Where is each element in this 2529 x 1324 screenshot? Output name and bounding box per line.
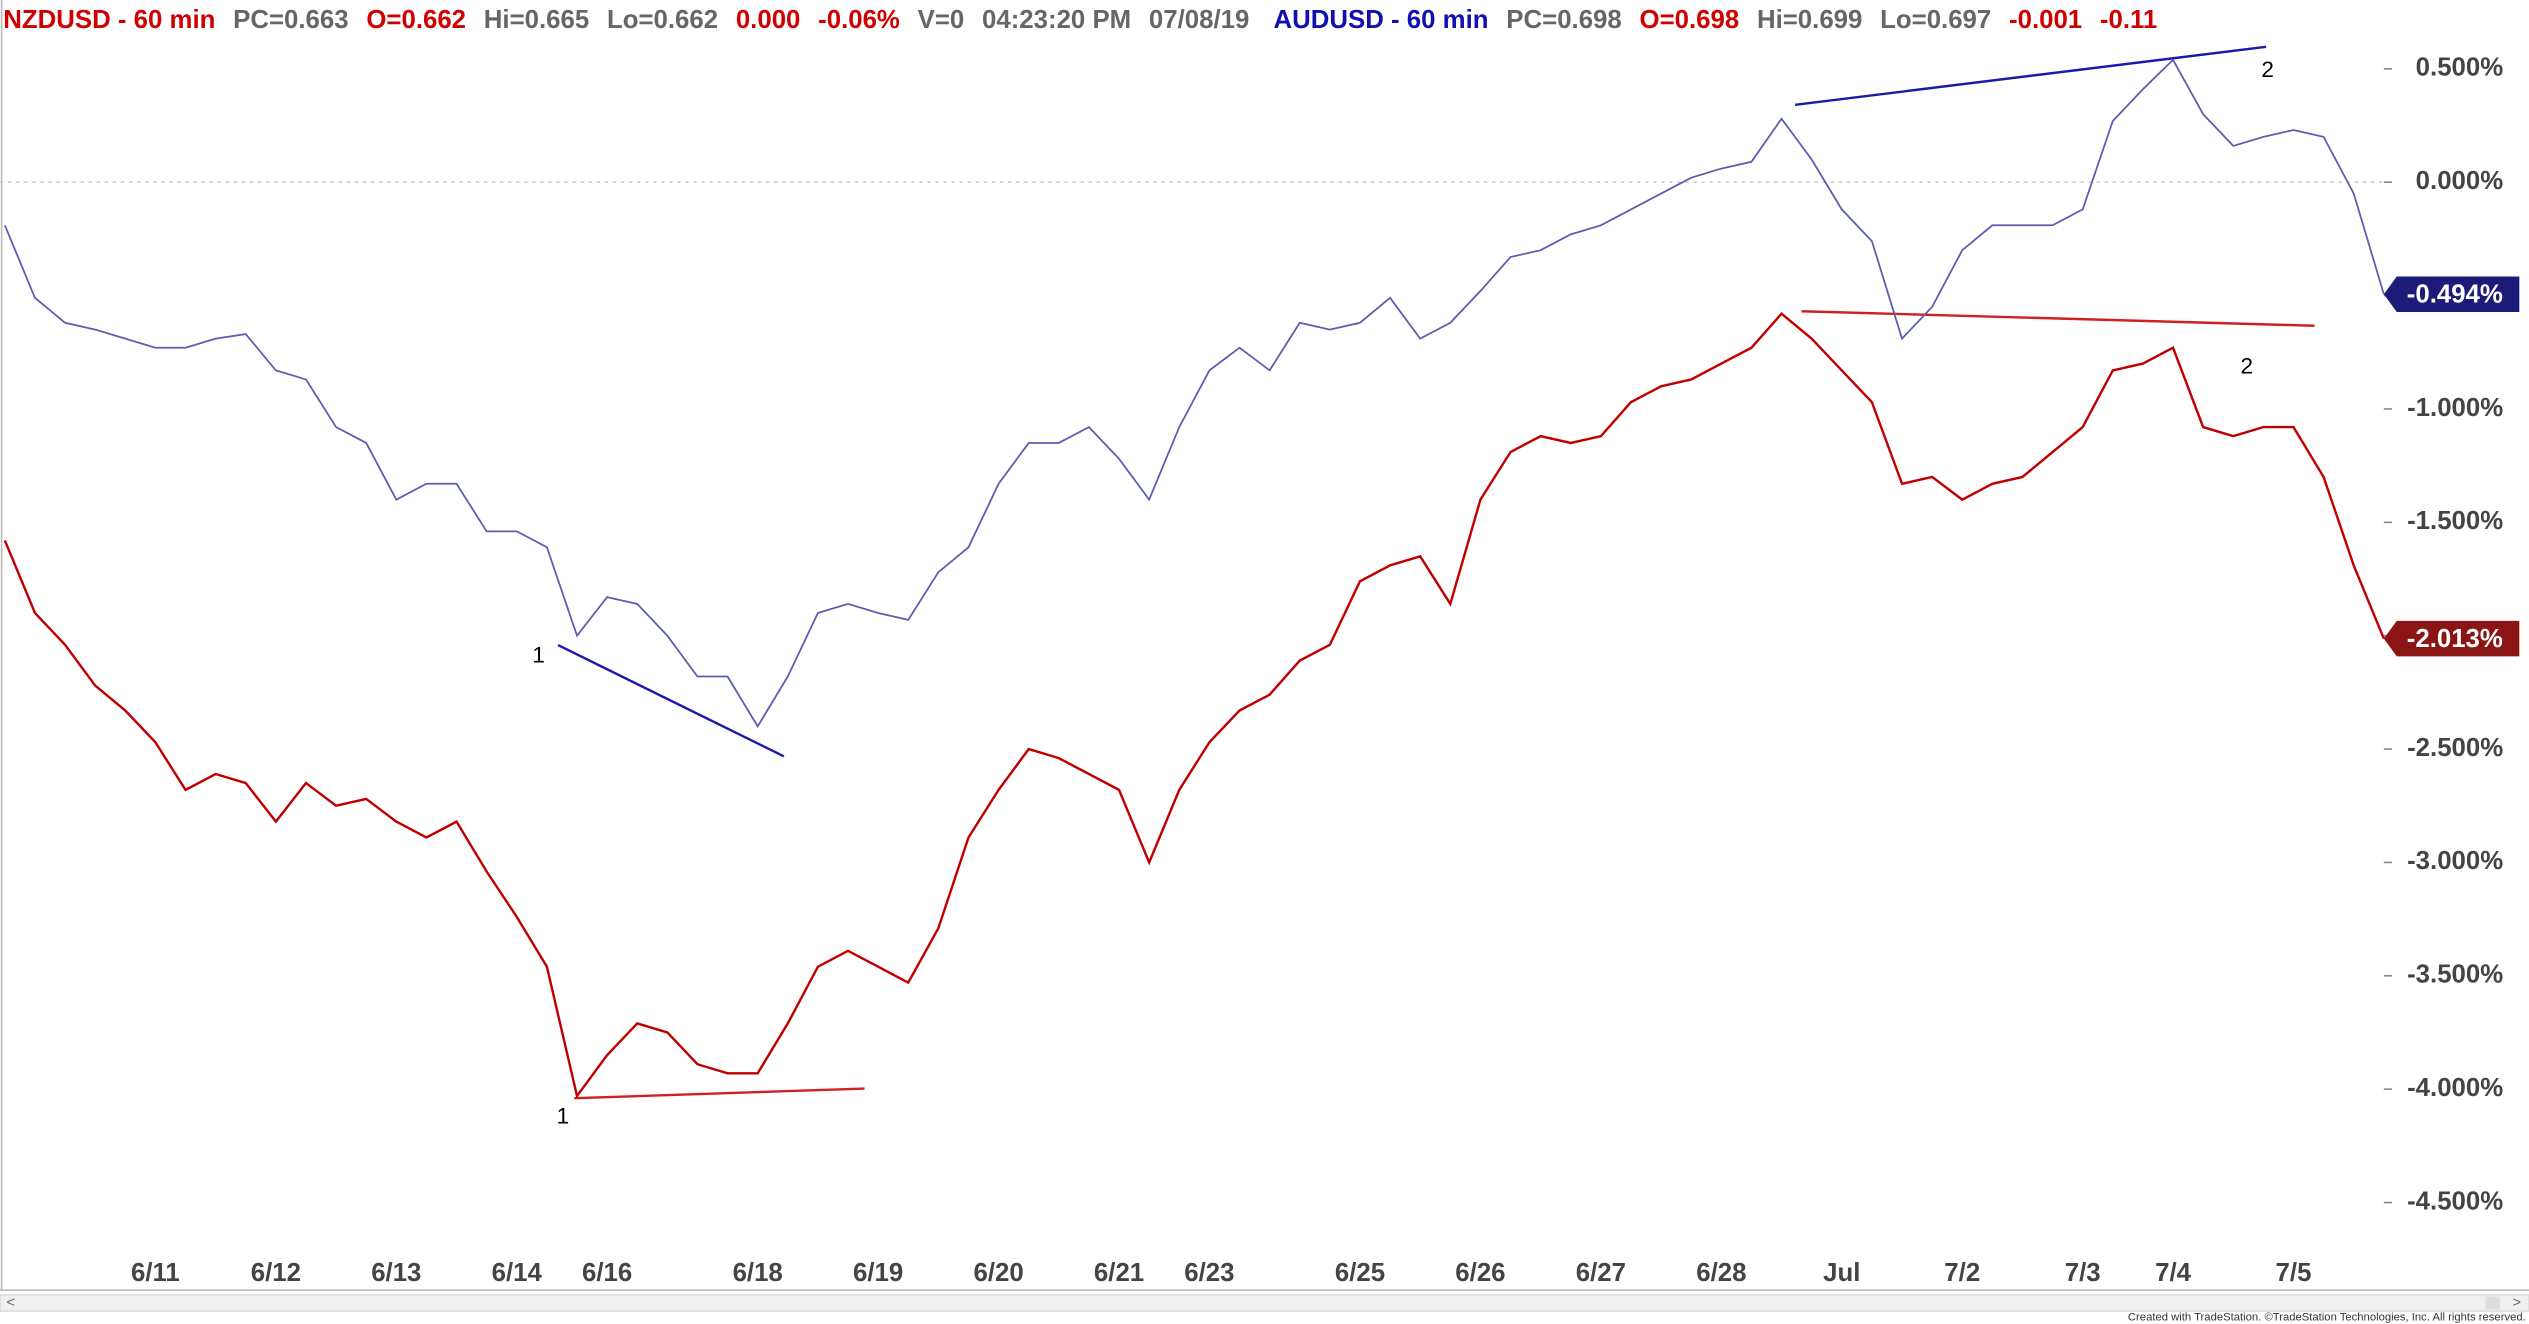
x-tick-label: 6/19: [853, 1259, 903, 1287]
trendline: [1794, 45, 2267, 107]
header: NZDUSD - 60 min PC=0.663 O=0.662 Hi=0.665 Lo…: [3, 6, 2157, 34]
scrollbar[interactable]: [0, 1294, 2529, 1312]
x-tick-label: 6/18: [733, 1259, 783, 1287]
annotation: 1: [532, 642, 545, 667]
x-tick-label: 6/12: [251, 1259, 301, 1287]
last-value-box: [2383, 620, 2520, 657]
header-symbol: NZDUSD - 60 min: [3, 6, 215, 34]
header-stat: 0.000: [736, 6, 801, 34]
x-tick-label: 6/11: [131, 1259, 180, 1287]
header-stat: -0.06%: [818, 6, 900, 34]
x-tick-label: 6/28: [1696, 1259, 1746, 1287]
header-stat: Lo=0.697: [1880, 6, 1991, 34]
last-value-label: -0.494%: [2407, 281, 2503, 309]
y-tick-label: -1.000%: [2407, 394, 2503, 422]
x-tick-label: 6/27: [1576, 1259, 1626, 1287]
last-value-box: [2383, 276, 2520, 312]
header-stat: 07/08/19: [1149, 6, 1249, 34]
y-tick-label: -4.000%: [2407, 1074, 2503, 1102]
x-tick-label: 7/3: [2065, 1259, 2101, 1287]
y-tick-label: -3.000%: [2407, 847, 2503, 875]
x-tick-label: 6/14: [492, 1259, 543, 1287]
annotation: 2: [2240, 354, 2253, 379]
x-tick-label: 6/23: [1184, 1259, 1234, 1287]
x-tick-label: 7/2: [1944, 1259, 1980, 1287]
header-stat: 04:23:20 PM: [982, 6, 1131, 34]
x-tick-label: 7/4: [2155, 1259, 2192, 1287]
header-stat: O=0.698: [1640, 6, 1740, 34]
scroll-right[interactable]: >: [2512, 1295, 2520, 1311]
x-tick-label: 6/21: [1094, 1259, 1144, 1287]
header-stat: PC=0.663: [233, 6, 348, 34]
y-tick-label: -2.500%: [2407, 734, 2503, 762]
header-stat: -0.11: [2100, 6, 2157, 34]
trendline: [1801, 310, 2315, 327]
header-stat: O=0.662: [366, 6, 466, 34]
x-tick-label: 6/13: [371, 1259, 421, 1287]
trendline: [574, 1087, 865, 1100]
header-stat: -0.001: [2009, 6, 2082, 34]
header-symbol: AUDUSD - 60 min: [1274, 6, 1489, 34]
y-tick-label: 0.500%: [2416, 54, 2504, 82]
x-tick-label: Jul: [1823, 1259, 1860, 1287]
header-stat: Lo=0.662: [607, 6, 718, 34]
x-tick-label: 6/25: [1335, 1259, 1385, 1287]
x-tick-label: 7/5: [2276, 1259, 2312, 1287]
header-stat: PC=0.698: [1506, 6, 1621, 34]
header-stat: V=0: [918, 6, 965, 34]
y-tick-label: -3.500%: [2407, 961, 2503, 989]
trendline: [557, 643, 785, 758]
header-stat: Hi=0.665: [484, 6, 589, 34]
x-tick-label: 6/20: [973, 1259, 1023, 1287]
header-stat: Hi=0.699: [1757, 6, 1862, 34]
footer: Created with TradeStation. ©TradeStation…: [2128, 1312, 2526, 1324]
y-tick-label: -4.500%: [2407, 1187, 2503, 1215]
annotation: 2: [2261, 57, 2274, 82]
scroll-thumb[interactable]: [2485, 1296, 2500, 1310]
last-value-label: -2.013%: [2407, 625, 2503, 653]
scroll-left[interactable]: <: [6, 1295, 14, 1311]
x-tick-label: 6/26: [1455, 1259, 1505, 1287]
series-line: [3, 312, 2385, 1099]
y-tick-label: -1.500%: [2407, 507, 2503, 535]
series-line: [4, 58, 2385, 729]
y-tick-label: 0.000%: [2416, 167, 2504, 195]
annotation: 1: [557, 1104, 570, 1129]
x-tick-label: 6/16: [582, 1259, 632, 1287]
